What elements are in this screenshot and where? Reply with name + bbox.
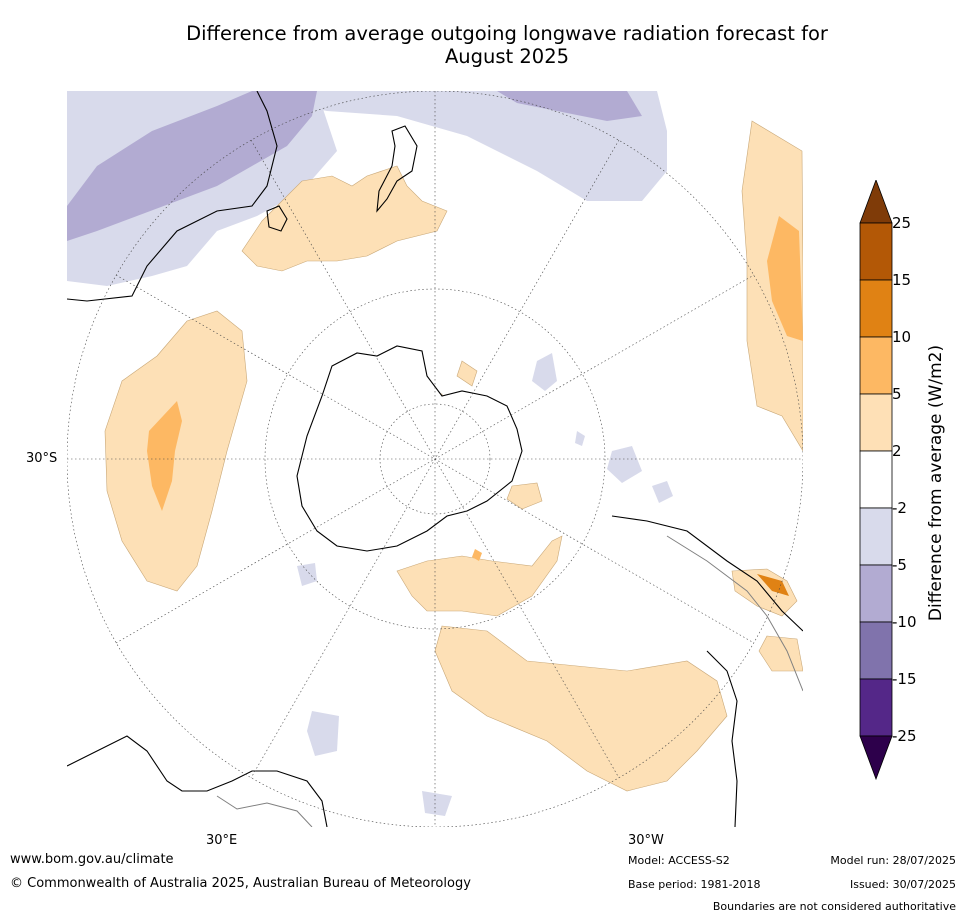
colorbar-label: Difference from average (W/m2) [926,344,946,622]
lon-label-30w: 30°W [628,833,664,848]
colorbar-tick-label: -5 [892,556,907,574]
colorbar-tick-label: 2 [892,442,902,460]
footer-website: www.bom.gov.au/climate [10,852,174,867]
footer-model: Model: ACCESS-S2 [628,854,730,867]
colorbar-tick-label: 25 [892,214,912,232]
colorbar [855,178,965,785]
colorbar-tick-label: 5 [892,385,902,403]
map-panel [67,91,803,827]
antarctica-coastline [296,345,523,552]
footer-disclaimer: Boundaries are not considered authoritat… [712,900,956,913]
colorbar-bin [859,450,893,509]
colorbar-bin [859,678,893,737]
colorbar-bin [859,222,893,281]
colorbar-bin [859,393,893,452]
page-title: Difference from average outgoing longwav… [67,22,947,68]
colorbar-extend-bottom [859,735,893,781]
colorbar-bin [859,621,893,680]
footer-copyright: © Commonwealth of Australia 2025, Austra… [10,876,471,891]
colorbar-tick-label: -10 [892,613,917,631]
anomaly-neg-5-10 [67,91,642,241]
lat-label-30s: 30°S [26,451,58,466]
title-line-1: Difference from average outgoing longwav… [186,22,828,45]
colorbar-tick-label: -15 [892,670,917,688]
australia-coastline [67,91,278,302]
colorbar-tick-label: 15 [892,271,912,289]
colorbar-bin [859,336,893,395]
south-america-coastline [611,515,803,632]
colorbar-bin [859,279,893,338]
colorbar-extend-top [859,178,893,224]
title-line-2: August 2025 [444,45,570,68]
lon-label-30e: 30°E [206,833,238,848]
graticule [67,91,803,827]
new-zealand-coastline [376,125,418,213]
colorbar-tick-label: -25 [892,727,917,745]
colorbar-bin [859,507,893,566]
tasmania-coastline [266,205,288,232]
south-america-borders [666,535,803,692]
anomaly-pos-5-10 [147,216,803,561]
footer-issued: Issued: 30/07/2025 [849,878,956,891]
africa-coastline [67,735,328,827]
anomaly-pos-2-5 [104,120,803,792]
africa-borders [216,795,313,827]
south-america-coastline-lower [706,650,738,827]
colorbar-svg [859,178,893,781]
anomaly-pos-10-15 [757,574,789,596]
colorbar-tick-label: 10 [892,328,912,346]
map-svg [67,91,803,827]
colorbar-bin [859,564,893,623]
colorbar-tick-label: -2 [892,499,907,517]
footer-base-period: Base period: 1981-2018 [628,878,761,891]
footer-model-run: Model run: 28/07/2025 [830,854,956,867]
